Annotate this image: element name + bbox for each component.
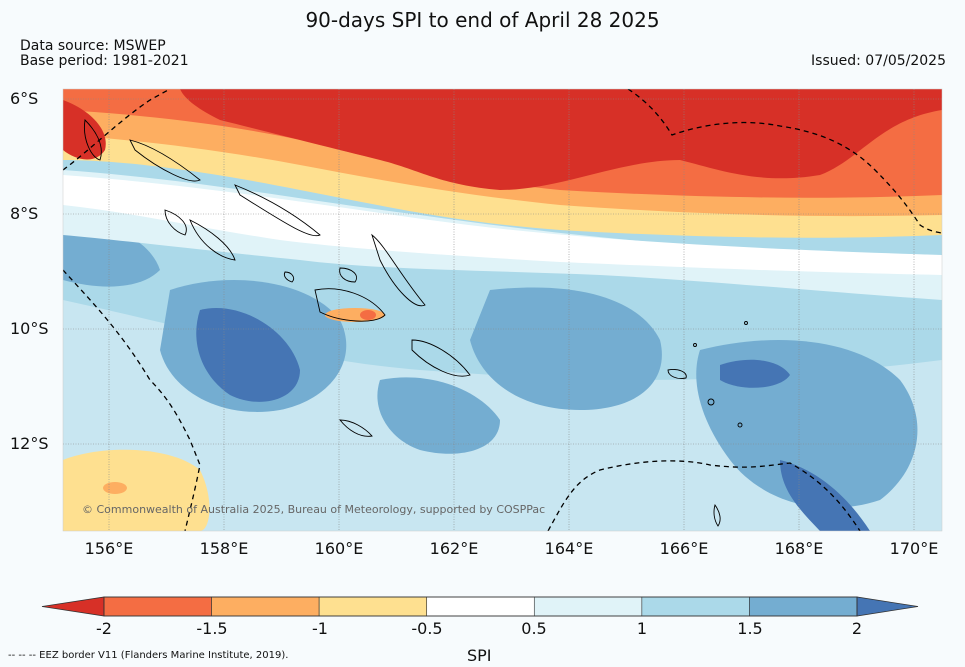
colorbar-segment	[318, 596, 428, 617]
spi-band-2-east	[720, 359, 790, 388]
makira-outline	[411, 339, 471, 377]
choiseul-outline	[129, 139, 201, 182]
colorbar-tick: -1	[312, 619, 328, 638]
base-period: Base period: 1981-2021	[20, 53, 189, 69]
rennell-outline	[339, 419, 373, 437]
eez-legend-note: -- -- -- EEZ border V11 (Flanders Marine…	[8, 650, 289, 661]
colorbar-segment	[533, 596, 643, 617]
colorbar-segment	[211, 596, 320, 617]
coastlines	[84, 119, 748, 527]
spi-band-normal	[63, 175, 942, 275]
vanikoro-outline	[707, 398, 715, 406]
florida-islands-outline	[339, 267, 357, 283]
vanuatu-north-outline	[713, 503, 721, 527]
spi-band-minus-2	[180, 89, 942, 190]
colorbar-segment	[426, 596, 535, 617]
spi-band-1-5-central	[470, 287, 662, 410]
colorbar-tick: -1.5	[196, 619, 228, 638]
colorbar-tick: 1.5	[737, 619, 763, 638]
issued-date: Issued: 07/05/2025	[811, 53, 946, 69]
bougainville-outline	[84, 119, 102, 161]
russell-islands-outline	[283, 271, 295, 283]
spi-band-2-west	[196, 308, 300, 402]
lat-label-6s: 6°S	[10, 89, 39, 108]
colorbar-tick: 2	[851, 619, 863, 638]
spi-band-2-southeast	[780, 460, 870, 531]
colorbar-segment	[641, 596, 750, 617]
map-title: 90-days SPI to end of April 28 2025	[305, 8, 660, 32]
spi-band-1-5-far-west	[63, 224, 160, 287]
colorbar-extend-high	[856, 596, 919, 617]
lon-label-158e: 158°E	[199, 539, 249, 558]
lon-label-168e: 168°E	[774, 539, 824, 558]
colorbar-extend-low	[41, 596, 105, 617]
colorbar-segment	[103, 596, 212, 617]
copyright-credit: © Commonwealth of Australia 2025, Bureau…	[82, 503, 546, 516]
santa-isabel-outline	[234, 184, 321, 237]
colorbar-tick: -2	[96, 619, 112, 638]
graticule	[63, 89, 942, 531]
colorbar-tick: 0.5	[521, 619, 547, 638]
data-source: Data source: MSWEP	[20, 38, 166, 54]
new-georgia-2-outline	[189, 219, 236, 261]
colorbar-label: SPI	[467, 646, 492, 665]
colorbar-tick: -0.5	[411, 619, 443, 638]
lat-label-12s: 12°S	[10, 434, 49, 453]
colorbar-tick: 1	[636, 619, 648, 638]
lon-label-160e: 160°E	[314, 539, 364, 558]
lon-label-166e: 166°E	[659, 539, 709, 558]
colorbar-segment	[749, 596, 858, 617]
lat-label-8s: 8°S	[10, 204, 39, 223]
spi-band-1-5-south	[377, 377, 500, 454]
tikopia-outline	[737, 422, 743, 428]
lon-label-162e: 162°E	[429, 539, 479, 558]
metadata-block: Data source: MSWEP Base period: 1981-202…	[20, 39, 189, 69]
santa-cruz-outline	[667, 369, 687, 379]
eez-borders	[63, 89, 942, 531]
lon-label-164e: 164°E	[544, 539, 594, 558]
lon-label-156e: 156°E	[84, 539, 134, 558]
malaita-outline	[371, 233, 426, 307]
spi-patch-southwest	[63, 449, 210, 531]
guadalcanal-outline	[314, 288, 386, 322]
new-georgia-outline	[164, 209, 187, 236]
lon-label-170e: 170°E	[889, 539, 939, 558]
lat-label-10s: 10°S	[10, 319, 49, 338]
